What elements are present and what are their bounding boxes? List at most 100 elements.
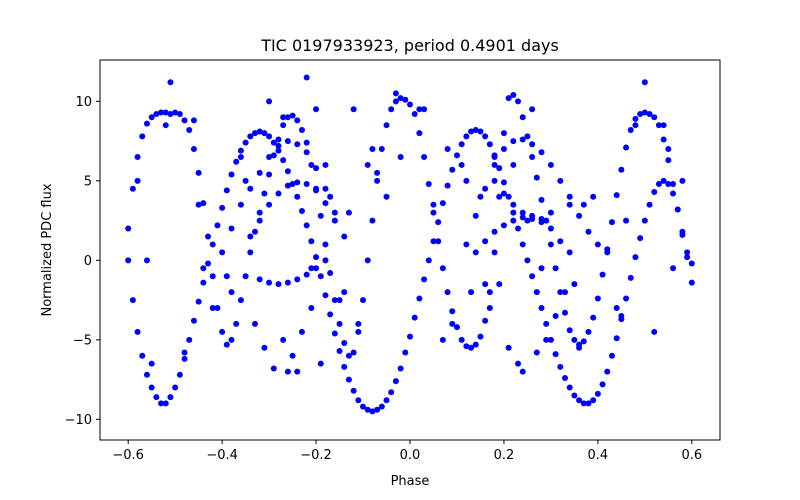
data-point <box>500 190 507 197</box>
data-point <box>491 161 498 168</box>
data-point <box>256 217 263 224</box>
data-point <box>374 169 381 176</box>
data-point <box>566 201 573 208</box>
data-point <box>129 185 136 192</box>
data-point <box>205 233 212 240</box>
data-point <box>397 365 404 372</box>
data-point <box>472 212 479 219</box>
data-point <box>557 177 564 184</box>
data-point <box>256 169 263 176</box>
data-point <box>266 98 273 105</box>
data-point <box>256 128 263 135</box>
data-point <box>482 238 489 245</box>
data-point <box>547 336 554 343</box>
data-point <box>613 335 620 342</box>
data-point <box>684 249 691 256</box>
data-point <box>350 349 357 356</box>
data-point <box>322 161 329 168</box>
data-point <box>670 190 677 197</box>
data-point <box>345 352 352 359</box>
data-point <box>139 133 146 140</box>
data-point <box>190 117 197 124</box>
data-point <box>261 130 268 137</box>
data-point <box>665 181 672 188</box>
data-point <box>294 276 301 283</box>
data-point <box>594 390 601 397</box>
data-point <box>383 193 390 200</box>
y-tick-label: 5 <box>84 174 92 189</box>
data-point <box>524 257 531 264</box>
data-point <box>538 305 545 312</box>
data-point <box>538 196 545 203</box>
data-point <box>181 355 188 362</box>
data-point <box>519 136 526 143</box>
data-point <box>303 271 310 278</box>
data-point <box>350 106 357 113</box>
data-point <box>195 201 202 208</box>
data-point <box>129 297 136 304</box>
data-point <box>219 249 226 256</box>
data-point <box>679 228 686 235</box>
data-point <box>444 146 451 153</box>
data-point <box>566 384 573 391</box>
data-point <box>496 281 503 288</box>
data-point <box>505 344 512 351</box>
data-point <box>280 122 287 129</box>
data-point <box>322 292 329 299</box>
data-point <box>482 317 489 324</box>
data-point <box>637 111 644 118</box>
data-point <box>580 201 587 208</box>
data-point <box>228 171 235 178</box>
data-point <box>439 336 446 343</box>
data-point <box>176 371 183 378</box>
data-point <box>425 181 432 188</box>
data-point <box>543 320 550 327</box>
data-point <box>308 265 315 272</box>
data-point <box>524 217 531 224</box>
data-point <box>289 112 296 119</box>
data-point <box>327 270 334 277</box>
data-point <box>468 289 475 296</box>
data-point <box>280 157 287 164</box>
data-point <box>280 114 287 121</box>
data-point <box>336 347 343 354</box>
data-point <box>237 153 244 160</box>
data-point <box>477 193 484 200</box>
x-axis: −0.6 −0.4 −0.2 0.0 0.2 0.4 0.6 <box>112 440 702 463</box>
x-tick-label: 0.2 <box>494 448 515 463</box>
data-point <box>289 181 296 188</box>
data-point <box>623 217 630 224</box>
data-point <box>303 149 310 156</box>
data-point <box>223 341 230 348</box>
data-point <box>378 146 385 153</box>
data-point <box>472 126 479 133</box>
data-point <box>543 217 550 224</box>
x-tick-label: 0.4 <box>588 448 609 463</box>
data-point <box>345 209 352 216</box>
data-point <box>322 200 329 207</box>
data-point <box>388 106 395 113</box>
data-point <box>670 181 677 188</box>
data-point <box>261 344 268 351</box>
data-point <box>298 208 305 215</box>
data-point <box>515 225 522 232</box>
data-point <box>510 161 517 168</box>
data-point <box>590 397 597 404</box>
data-point <box>317 273 324 280</box>
data-point <box>566 249 573 256</box>
data-point <box>341 233 348 240</box>
data-point <box>303 74 310 81</box>
data-point <box>463 133 470 140</box>
data-point <box>360 297 367 304</box>
data-point <box>641 79 648 86</box>
data-point <box>585 228 592 235</box>
data-point <box>547 161 554 168</box>
data-point <box>341 340 348 347</box>
data-point <box>186 336 193 343</box>
data-point <box>425 257 432 264</box>
data-point <box>594 295 601 302</box>
data-point <box>237 201 244 208</box>
data-point <box>684 254 691 261</box>
data-point <box>430 238 437 245</box>
